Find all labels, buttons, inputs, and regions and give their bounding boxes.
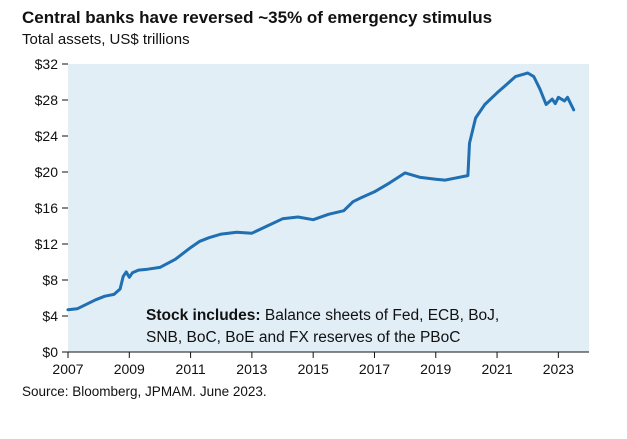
series-line-total-assets: [66, 71, 576, 312]
x-tick-label: 2015: [298, 361, 329, 377]
y-tick-label: $20: [35, 164, 59, 180]
chart-subtitle: Total assets, US$ trillions: [22, 31, 190, 48]
plot-area: [68, 64, 589, 352]
y-axis: $0 $4 $8 $12 $16 $20 $24 $28 $32: [35, 56, 68, 360]
y-tick-label: $4: [42, 308, 58, 324]
annotation-line-2: SNB, BoC, BoE and FX reserves of the PBo…: [146, 329, 460, 346]
annotation-line-1: Stock includes: Balance sheets of Fed, E…: [146, 307, 499, 324]
annotation-bold: Stock includes:: [146, 307, 261, 324]
y-tick-label: $24: [35, 128, 59, 144]
x-axis: 2007 2009 2011 2013 2015 2017 2019 2021 2023: [52, 352, 574, 377]
source-note: Source: Bloomberg, JPMAM. June 2023.: [22, 384, 267, 399]
x-tick-label: 2019: [420, 361, 451, 377]
x-tick-label: 2009: [114, 361, 145, 377]
x-tick-label: 2023: [543, 361, 574, 377]
x-tick-label: 2017: [359, 361, 390, 377]
annotation-text-1: Balance sheets of Fed, ECB, BoJ,: [261, 307, 500, 324]
y-tick-label: $28: [35, 92, 59, 108]
x-tick-label: 2011: [176, 361, 206, 377]
x-tick-label: 2013: [236, 361, 267, 377]
y-tick-label: $0: [42, 344, 58, 360]
x-tick-label: 2007: [52, 361, 83, 377]
stock-annotation: Stock includes: Balance sheets of Fed, E…: [146, 307, 499, 346]
y-tick-label: $12: [35, 236, 59, 252]
y-tick-label: $32: [35, 56, 59, 72]
x-tick-label: 2021: [481, 361, 512, 377]
y-tick-label: $8: [42, 272, 58, 288]
chart-title: Central banks have reversed ~35% of emer…: [22, 8, 493, 27]
y-tick-label: $16: [35, 200, 59, 216]
